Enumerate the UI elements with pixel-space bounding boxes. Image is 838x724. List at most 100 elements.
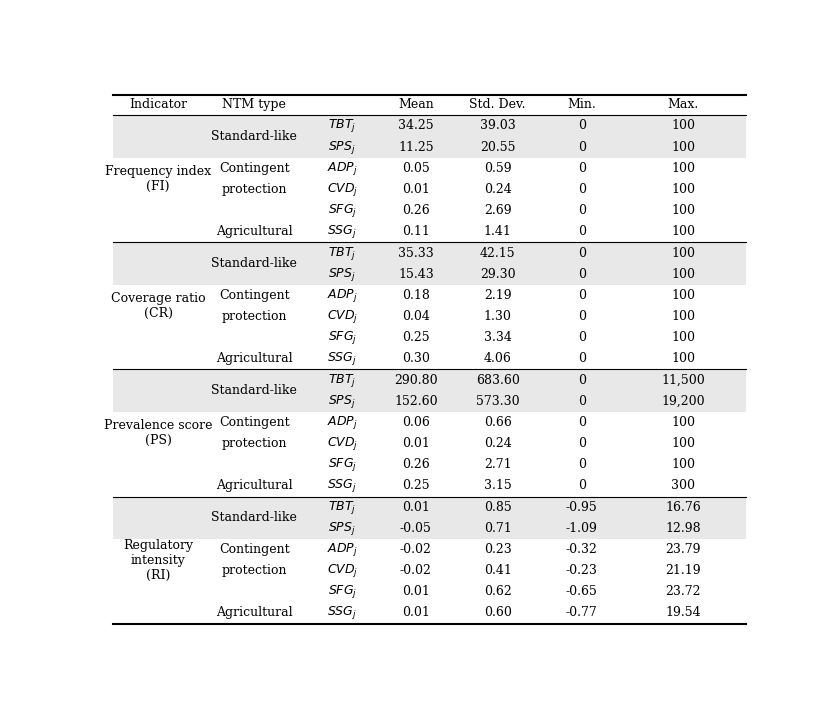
Text: $\mathit{TBT}_{j}$: $\mathit{TBT}_{j}$ (328, 245, 356, 261)
Text: 3.34: 3.34 (484, 331, 512, 344)
Text: 20.55: 20.55 (480, 140, 515, 153)
Text: 0.25: 0.25 (402, 479, 430, 492)
Text: Contingent: Contingent (219, 289, 290, 302)
Text: Frequency index
(FI): Frequency index (FI) (105, 165, 211, 193)
Text: 100: 100 (671, 437, 696, 450)
Text: protection: protection (221, 437, 287, 450)
Text: 100: 100 (671, 416, 696, 429)
Text: 1.30: 1.30 (484, 310, 512, 323)
Text: 290.80: 290.80 (394, 374, 437, 387)
Text: 0.25: 0.25 (402, 331, 430, 344)
Text: $\mathit{SFG}_{j}$: $\mathit{SFG}_{j}$ (328, 329, 357, 346)
Text: Contingent: Contingent (219, 416, 290, 429)
Text: 0: 0 (577, 310, 586, 323)
Text: $\mathit{SPS}_{j}$: $\mathit{SPS}_{j}$ (328, 266, 356, 282)
Text: -0.32: -0.32 (566, 543, 597, 556)
Text: 100: 100 (671, 225, 696, 238)
Text: 0: 0 (577, 458, 586, 471)
Text: $\mathit{ADP}_{j}$: $\mathit{ADP}_{j}$ (327, 287, 358, 304)
Text: 100: 100 (671, 183, 696, 196)
Text: 0: 0 (577, 374, 586, 387)
Text: 0.23: 0.23 (484, 543, 511, 556)
Text: 0.05: 0.05 (402, 161, 430, 174)
Bar (112, 200, 747, 222)
Text: 100: 100 (671, 289, 696, 302)
Text: -0.02: -0.02 (400, 564, 432, 577)
Text: $\mathit{SSG}_{j}$: $\mathit{SSG}_{j}$ (328, 605, 357, 621)
Text: Standard-like: Standard-like (211, 130, 297, 143)
Bar (112, 497, 747, 518)
Text: 19,200: 19,200 (661, 395, 705, 408)
Text: protection: protection (221, 310, 287, 323)
Text: $\mathit{SPS}_{j}$: $\mathit{SPS}_{j}$ (328, 138, 356, 156)
Text: $\mathit{SFG}_{j}$: $\mathit{SFG}_{j}$ (328, 584, 357, 600)
Text: 42.15: 42.15 (480, 246, 515, 259)
Text: 0.59: 0.59 (484, 161, 511, 174)
Text: 100: 100 (671, 458, 696, 471)
Text: Agricultural: Agricultural (216, 353, 292, 366)
Text: 0: 0 (577, 331, 586, 344)
Text: 0: 0 (577, 395, 586, 408)
Text: 0: 0 (577, 119, 586, 132)
Text: 23.79: 23.79 (665, 543, 701, 556)
Bar (112, 539, 747, 560)
Bar (112, 327, 747, 348)
Text: 0: 0 (577, 204, 586, 217)
Text: 100: 100 (671, 268, 696, 281)
Text: 0: 0 (577, 246, 586, 259)
Bar (112, 179, 747, 200)
Text: 0.04: 0.04 (402, 310, 430, 323)
Text: 152.60: 152.60 (394, 395, 437, 408)
Text: 2.69: 2.69 (484, 204, 511, 217)
Text: Standard-like: Standard-like (211, 257, 297, 270)
Text: 0.62: 0.62 (484, 585, 511, 598)
Text: 0: 0 (577, 479, 586, 492)
Text: 300: 300 (671, 479, 696, 492)
Text: -0.02: -0.02 (400, 543, 432, 556)
Text: 0.01: 0.01 (402, 607, 430, 620)
Text: Standard-like: Standard-like (211, 511, 297, 524)
Bar (112, 306, 747, 327)
Bar (112, 264, 747, 285)
Bar (112, 369, 747, 391)
Text: protection: protection (221, 564, 287, 577)
Text: 0.85: 0.85 (484, 500, 511, 513)
Text: 0.01: 0.01 (402, 500, 430, 513)
Text: 35.33: 35.33 (398, 246, 434, 259)
Bar (112, 476, 747, 497)
Text: 100: 100 (671, 119, 696, 132)
Bar (112, 115, 747, 137)
Bar (112, 158, 747, 179)
Text: $\mathit{TBT}_{j}$: $\mathit{TBT}_{j}$ (328, 117, 356, 135)
Text: $\mathit{SFG}_{j}$: $\mathit{SFG}_{j}$ (328, 456, 357, 473)
Text: 23.72: 23.72 (665, 585, 701, 598)
Bar (112, 518, 747, 539)
Text: 11,500: 11,500 (661, 374, 705, 387)
Text: 39.03: 39.03 (480, 119, 515, 132)
Text: 100: 100 (671, 310, 696, 323)
Text: 0.06: 0.06 (402, 416, 430, 429)
Text: -0.77: -0.77 (566, 607, 597, 620)
Text: 0: 0 (577, 140, 586, 153)
Text: $\mathit{TBT}_{j}$: $\mathit{TBT}_{j}$ (328, 499, 356, 515)
Text: -1.09: -1.09 (566, 522, 597, 535)
Text: 2.71: 2.71 (484, 458, 511, 471)
Text: -0.65: -0.65 (566, 585, 597, 598)
Text: 0.24: 0.24 (484, 183, 511, 196)
Text: 0.01: 0.01 (402, 437, 430, 450)
Text: Agricultural: Agricultural (216, 479, 292, 492)
Text: $\mathit{ADP}_{j}$: $\mathit{ADP}_{j}$ (327, 160, 358, 177)
Text: $\mathit{ADP}_{j}$: $\mathit{ADP}_{j}$ (327, 541, 358, 558)
Text: NTM type: NTM type (222, 98, 287, 111)
Text: 0: 0 (577, 416, 586, 429)
Text: 12.98: 12.98 (665, 522, 701, 535)
Text: 0: 0 (577, 353, 586, 366)
Text: 0: 0 (577, 289, 586, 302)
Text: 0.60: 0.60 (484, 607, 512, 620)
Text: 0: 0 (577, 437, 586, 450)
Text: 34.25: 34.25 (398, 119, 434, 132)
Text: -0.05: -0.05 (400, 522, 432, 535)
Bar (112, 412, 747, 433)
Text: 0: 0 (577, 183, 586, 196)
Text: $\mathit{CVD}_{j}$: $\mathit{CVD}_{j}$ (327, 435, 358, 452)
